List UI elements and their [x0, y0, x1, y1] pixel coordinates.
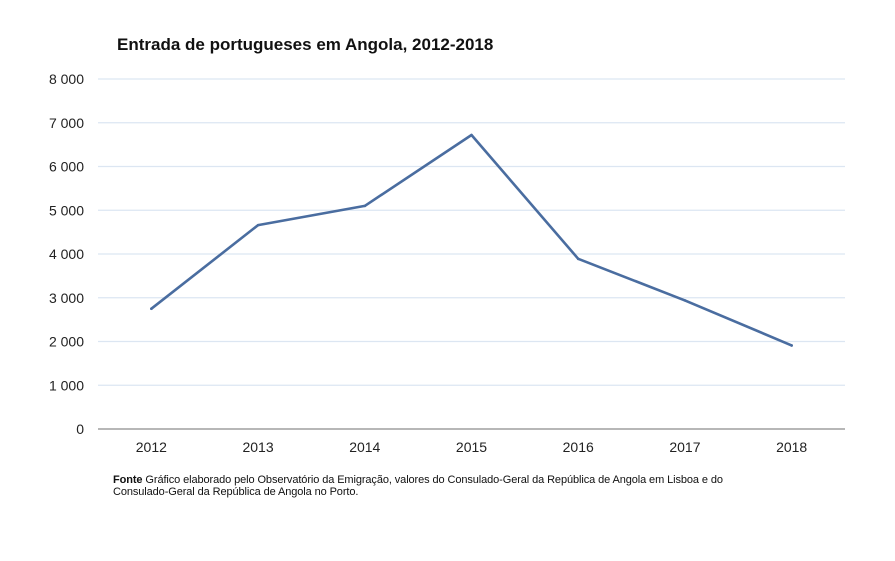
y-tick-label: 6 000	[49, 159, 84, 175]
y-tick-label: 8 000	[49, 71, 84, 87]
x-tick-label: 2012	[136, 439, 167, 455]
source-note: Fonte Gráfico elaborado pelo Observatóri…	[113, 474, 763, 498]
x-tick-label: 2018	[776, 439, 807, 455]
y-tick-label: 7 000	[49, 115, 84, 131]
x-tick-label: 2015	[456, 439, 487, 455]
source-label: Fonte	[113, 474, 143, 486]
x-axis-tick-labels: 2012 2013 2014 2015 2016 2017 2018	[136, 439, 808, 455]
series-layer	[150, 133, 793, 347]
data-point	[470, 133, 473, 137]
y-tick-label: 2 000	[49, 334, 84, 350]
data-point	[683, 299, 687, 302]
y-axis-tick-labels: 0 1 000 2 000 3 000 4 000 5 000 6 000 7 000 8 00…	[49, 71, 84, 437]
data-point	[256, 223, 260, 227]
data-point	[576, 257, 580, 261]
y-tick-label: 4 000	[49, 246, 84, 262]
x-tick-label: 2017	[669, 439, 700, 455]
x-tick-label: 2013	[242, 439, 273, 455]
y-tick-label: 5 000	[49, 202, 84, 218]
x-tick-label: 2016	[563, 439, 594, 455]
x-tick-label: 2014	[349, 439, 380, 455]
y-tick-label: 3 000	[49, 290, 84, 306]
y-tick-label: 1 000	[49, 377, 84, 393]
gridlines	[98, 78, 845, 386]
chart-title: Entrada de portugueses em Angola, 2012-2…	[117, 35, 493, 54]
data-point	[150, 307, 153, 310]
data-point	[363, 204, 367, 208]
data-point	[790, 344, 793, 347]
y-tick-label: 0	[76, 421, 84, 437]
source-text: Gráfico elaborado pelo Observatório da E…	[113, 474, 723, 498]
